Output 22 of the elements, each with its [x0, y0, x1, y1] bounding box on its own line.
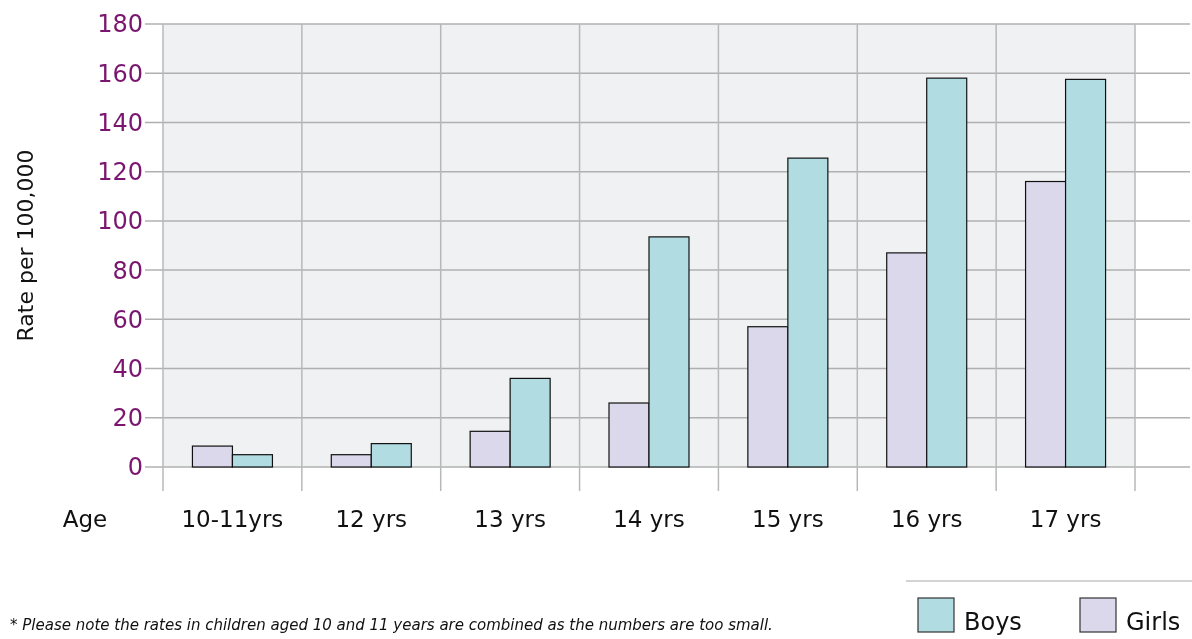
- text: * Please note the rates in children aged 10 and 11 years are combined as the numbers are too small.: [10, 616, 773, 634]
- y-tick-label: 160: [97, 59, 143, 88]
- y-tick-label: 40: [112, 354, 143, 383]
- y-tick-label: 60: [112, 305, 143, 334]
- x-tick-label: 12 yrs: [335, 506, 408, 532]
- y-tick-label: 0: [127, 453, 143, 482]
- y-tick-label: 180: [97, 10, 143, 39]
- legend-label: Girls: [1126, 608, 1181, 636]
- y-tick-label: 120: [97, 158, 143, 187]
- y-tick-label: 20: [112, 404, 143, 433]
- x-tick-label: 14 yrs: [613, 506, 685, 532]
- x-tick-label: 15 yrs: [752, 506, 824, 532]
- y-tick-label: 100: [97, 207, 143, 236]
- x-axis-title: Age: [62, 506, 108, 532]
- y-tick-label: 80: [112, 256, 143, 285]
- x-tick-label: 16 yrs: [890, 506, 963, 532]
- x-tick-label: 10-11yrs: [181, 506, 284, 532]
- y-axis-title: Rate per 100,000: [13, 149, 38, 342]
- x-tick-label: 13 yrs: [474, 506, 546, 532]
- x-tick-label: 17 yrs: [1029, 506, 1102, 532]
- y-tick-label: 140: [97, 108, 143, 137]
- legend-label: Boys: [964, 608, 1022, 636]
